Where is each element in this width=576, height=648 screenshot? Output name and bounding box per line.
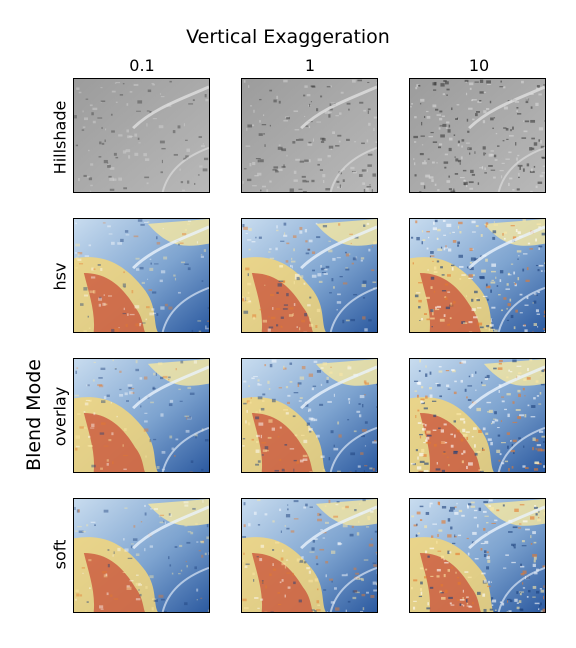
terrain-panel-overlay-1 (241, 358, 378, 473)
column-label-2: 10 (468, 56, 490, 75)
terrain-panel-soft-2 (409, 498, 546, 613)
row-label-hsv: hsv (50, 262, 70, 291)
terrain-panel-soft-0 (73, 498, 210, 613)
terrain-panel-hillshade-0 (73, 78, 210, 193)
terrain-panel-hillshade-2 (409, 78, 546, 193)
column-label-1: 1 (304, 56, 316, 75)
terrain-panel-hillshade-1 (241, 78, 378, 193)
row-label-overlay: overlay (50, 386, 70, 447)
terrain-panel-overlay-0 (73, 358, 210, 473)
blend-mode-label: Blend Mode (23, 359, 45, 471)
terrain-panel-hsv-0 (73, 218, 210, 333)
terrain-panel-overlay-2 (409, 358, 546, 473)
terrain-panel-hsv-1 (241, 218, 378, 333)
terrain-panel-soft-1 (241, 498, 378, 613)
row-label-hillshade: Hillshade (50, 100, 70, 175)
column-label-0: 0.1 (129, 56, 155, 75)
figure-title: Vertical Exaggeration (186, 26, 390, 48)
row-label-soft: soft (50, 539, 70, 570)
terrain-panel-hsv-2 (409, 218, 546, 333)
